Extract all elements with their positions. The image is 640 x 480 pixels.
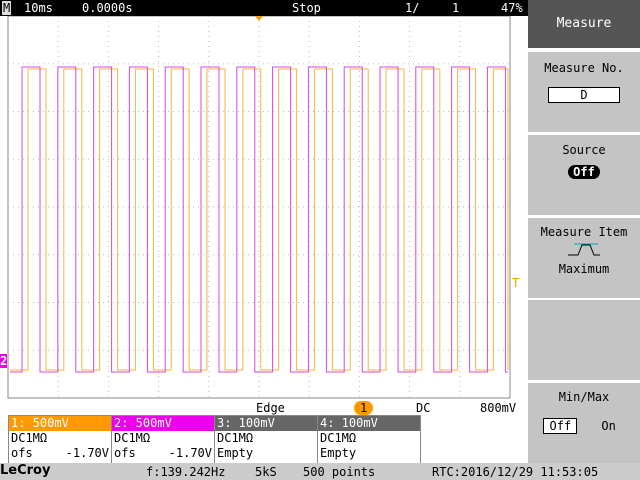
top-bar (0, 0, 528, 16)
channel-label: 1: 500mV (9, 416, 111, 431)
brand: LeCroy (0, 463, 51, 478)
battery: 47% (501, 1, 523, 15)
channel-label: 3: 100mV (215, 416, 317, 431)
trigger-level-marker: T (512, 276, 520, 290)
mode: M (2, 1, 12, 15)
option[interactable]: On (601, 419, 616, 433)
timebase: 10ms (24, 1, 53, 15)
menu-empty (528, 300, 640, 380)
trigger-type: Edge (256, 401, 285, 415)
menu-source[interactable]: Source Off (528, 135, 640, 215)
label: Measure No. (544, 61, 624, 75)
channel-2-trace (10, 66, 508, 373)
points: 500 points (303, 465, 376, 479)
sample-rate: 5kS (255, 465, 277, 479)
channel-box: 2: 500mV DC1MΩ ofs -1.70V (111, 415, 215, 465)
icon (568, 243, 600, 256)
value: Maximum (558, 262, 610, 276)
offset-value: -1.70V (168, 446, 212, 460)
offset-label: Empty (217, 446, 254, 460)
rtc: RTC:2016/12/29 11:53:05 (432, 465, 599, 479)
menu-min-max[interactable]: Min/Max Off On (528, 383, 640, 463)
trigger-coupling: DC (416, 401, 431, 415)
label: Min/Max (558, 390, 610, 404)
frequency: f:139.242Hz (146, 465, 226, 479)
offset-value: -1.70V (65, 446, 109, 460)
channel-coupling: DC1MΩ (11, 431, 48, 445)
footer-bar (0, 463, 640, 480)
menu-title: Measure (528, 0, 640, 48)
channel-label: 2: 500mV (112, 416, 214, 431)
value: D (548, 87, 620, 103)
trigger-channel: 1 (354, 401, 374, 415)
trigger-position (255, 16, 263, 21)
delay: 0.0000s (82, 1, 133, 15)
offset-label: ofs (114, 446, 136, 460)
channel-offset-row: Empty (215, 446, 317, 461)
sequence: 1/ (405, 1, 420, 15)
channel-coupling: DC1MΩ (320, 431, 357, 445)
channel-box: 4: 100mV DC1MΩ Empty (317, 415, 421, 465)
channel-coupling: DC1MΩ (217, 431, 254, 445)
option[interactable]: Off (543, 418, 578, 434)
menu-measure-no[interactable]: Measure No. D (528, 52, 640, 132)
trigger-level: 800mV (480, 401, 517, 415)
offset-label: Empty (320, 446, 357, 460)
label: Measure Item (540, 225, 628, 239)
run-status: Stop (292, 1, 321, 15)
channel-box: 3: 100mV DC1MΩ Empty (214, 415, 318, 465)
channel-box: 1: 500mV DC1MΩ ofs -1.70V (8, 415, 112, 465)
offset-label: ofs (11, 446, 33, 460)
channel-label: 4: 100mV (318, 416, 420, 431)
value: Off (568, 165, 600, 179)
waveform-area (7, 16, 511, 399)
channel-offset-row: ofs -1.70V (112, 446, 214, 461)
channel-coupling: DC1MΩ (114, 431, 151, 445)
menu-measure-item[interactable]: Measure Item Maximum (528, 218, 640, 298)
channel-offset-row: ofs -1.70V (9, 446, 111, 461)
label: Source (562, 143, 606, 157)
channel-2-marker: 2 (0, 354, 8, 368)
count: 1 (452, 1, 460, 15)
channel-offset-row: Empty (318, 446, 420, 461)
